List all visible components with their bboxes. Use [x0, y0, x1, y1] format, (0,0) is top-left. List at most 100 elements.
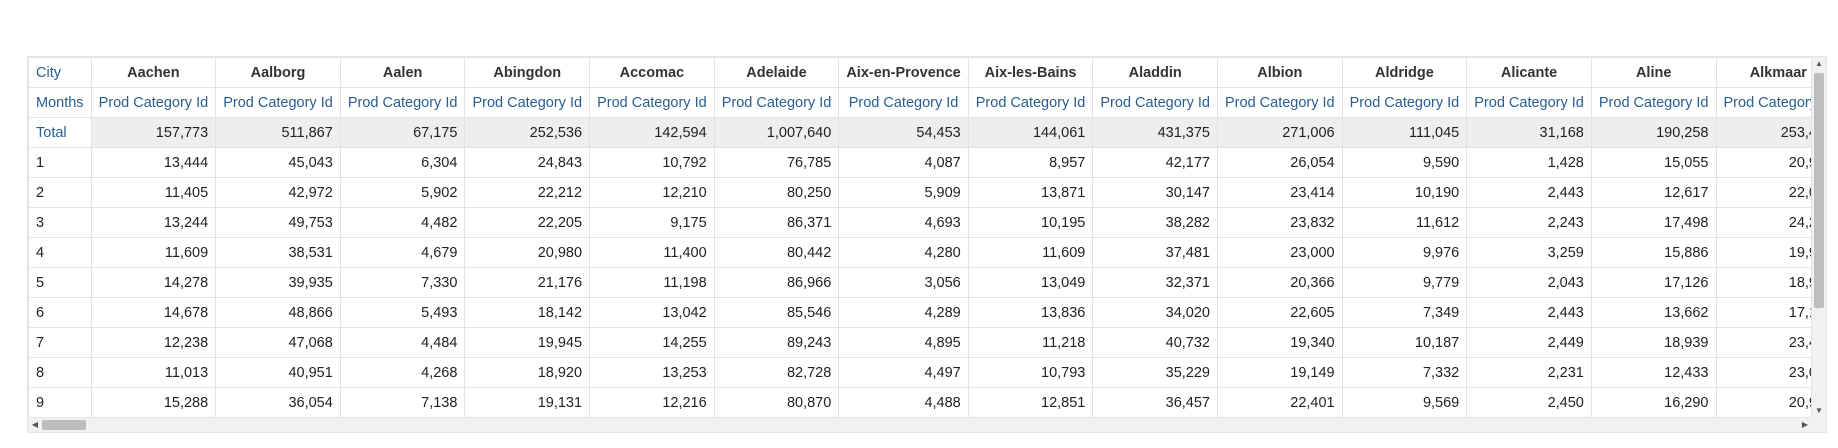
horizontal-scroll-thumb[interactable] — [42, 420, 86, 430]
vertical-scroll-thumb[interactable] — [1814, 73, 1824, 308]
value-cell[interactable]: 16,290 — [1590, 387, 1717, 418]
value-cell[interactable]: 10,793 — [967, 357, 1094, 388]
value-cell[interactable]: 23,832 — [1217, 207, 1343, 238]
value-cell[interactable]: 80,870 — [713, 387, 840, 418]
value-cell[interactable]: 12,210 — [589, 177, 715, 208]
value-cell[interactable]: 38,282 — [1092, 207, 1218, 238]
value-cell[interactable]: 4,488 — [838, 387, 969, 418]
value-cell[interactable]: 17,498 — [1590, 207, 1717, 238]
value-cell[interactable]: 2,043 — [1466, 267, 1592, 298]
value-cell[interactable]: 19,131 — [464, 387, 591, 418]
value-cell[interactable]: 89,243 — [713, 327, 840, 358]
scroll-down-arrow-icon[interactable]: ▼ — [1815, 406, 1823, 415]
city-column-header[interactable]: Albion — [1217, 57, 1343, 88]
value-cell[interactable]: 252,536 — [464, 117, 591, 148]
value-cell[interactable]: 30,147 — [1092, 177, 1218, 208]
value-cell[interactable]: 35,229 — [1092, 357, 1218, 388]
city-axis-label[interactable]: City — [28, 57, 92, 88]
month-row-label[interactable]: 2 — [28, 177, 92, 208]
value-cell[interactable]: 4,484 — [339, 327, 466, 358]
total-row-label[interactable]: Total — [28, 117, 92, 148]
value-cell[interactable]: 86,371 — [713, 207, 840, 238]
value-cell[interactable]: 82,728 — [713, 357, 840, 388]
value-cell[interactable]: 142,594 — [589, 117, 715, 148]
value-cell[interactable]: 13,244 — [90, 207, 217, 238]
value-cell[interactable]: 2,443 — [1466, 297, 1592, 328]
value-cell[interactable]: 19,149 — [1217, 357, 1343, 388]
value-cell[interactable]: 23,420 — [1715, 327, 1812, 358]
value-cell[interactable]: 19,948 — [1715, 237, 1812, 268]
value-cell[interactable]: 253,486 — [1715, 117, 1812, 148]
value-cell[interactable]: 5,493 — [339, 297, 466, 328]
value-cell[interactable]: 9,590 — [1341, 147, 1468, 178]
value-cell[interactable]: 23,000 — [1217, 237, 1343, 268]
city-column-header[interactable]: Aalborg — [215, 57, 341, 88]
value-cell[interactable]: 24,843 — [464, 147, 591, 178]
value-cell[interactable]: 14,678 — [90, 297, 217, 328]
city-column-header[interactable]: Alicante — [1466, 57, 1592, 88]
months-axis-label[interactable]: Months — [28, 87, 92, 118]
value-cell[interactable]: 3,259 — [1466, 237, 1592, 268]
value-cell[interactable]: 10,190 — [1341, 177, 1468, 208]
value-cell[interactable]: 18,929 — [1715, 267, 1812, 298]
measure-column-header[interactable]: Prod Category Id — [90, 87, 217, 118]
value-cell[interactable]: 4,693 — [838, 207, 969, 238]
value-cell[interactable]: 6,304 — [339, 147, 466, 178]
value-cell[interactable]: 26,054 — [1217, 147, 1343, 178]
value-cell[interactable]: 14,255 — [589, 327, 715, 358]
value-cell[interactable]: 1,428 — [1466, 147, 1592, 178]
scroll-left-arrow-icon[interactable]: ◀ — [31, 420, 39, 429]
measure-column-header[interactable]: Prod Category Id — [589, 87, 715, 118]
city-column-header[interactable]: Aachen — [90, 57, 217, 88]
value-cell[interactable]: 31,168 — [1466, 117, 1592, 148]
value-cell[interactable]: 32,371 — [1092, 267, 1218, 298]
measure-column-header[interactable]: Prod Category Id — [215, 87, 341, 118]
month-row-label[interactable]: 6 — [28, 297, 92, 328]
measure-column-header[interactable]: Prod Category Id — [1715, 87, 1812, 118]
value-cell[interactable]: 49,753 — [215, 207, 341, 238]
value-cell[interactable]: 13,836 — [967, 297, 1094, 328]
value-cell[interactable]: 10,195 — [967, 207, 1094, 238]
value-cell[interactable]: 11,405 — [90, 177, 217, 208]
value-cell[interactable]: 36,457 — [1092, 387, 1218, 418]
measure-column-header[interactable]: Prod Category Id — [838, 87, 969, 118]
value-cell[interactable]: 11,218 — [967, 327, 1094, 358]
value-cell[interactable]: 4,482 — [339, 207, 466, 238]
value-cell[interactable]: 12,617 — [1590, 177, 1717, 208]
value-cell[interactable]: 17,109 — [1715, 297, 1812, 328]
city-column-header[interactable]: Adelaide — [713, 57, 840, 88]
value-cell[interactable]: 76,785 — [713, 147, 840, 178]
measure-column-header[interactable]: Prod Category Id — [967, 87, 1094, 118]
city-column-header[interactable]: Aix-les-Bains — [967, 57, 1094, 88]
value-cell[interactable]: 22,205 — [464, 207, 591, 238]
month-row-label[interactable]: 7 — [28, 327, 92, 358]
measure-column-header[interactable]: Prod Category Id — [1092, 87, 1218, 118]
value-cell[interactable]: 9,569 — [1341, 387, 1468, 418]
value-cell[interactable]: 3,056 — [838, 267, 969, 298]
value-cell[interactable]: 11,609 — [967, 237, 1094, 268]
value-cell[interactable]: 22,012 — [1715, 177, 1812, 208]
value-cell[interactable]: 13,042 — [589, 297, 715, 328]
value-cell[interactable]: 12,238 — [90, 327, 217, 358]
value-cell[interactable]: 4,895 — [838, 327, 969, 358]
city-column-header[interactable]: Accomac — [589, 57, 715, 88]
city-column-header[interactable]: Aline — [1590, 57, 1717, 88]
city-column-header[interactable]: Aix-en-Provence — [838, 57, 969, 88]
value-cell[interactable]: 21,176 — [464, 267, 591, 298]
value-cell[interactable]: 48,866 — [215, 297, 341, 328]
value-cell[interactable]: 13,049 — [967, 267, 1094, 298]
value-cell[interactable]: 80,250 — [713, 177, 840, 208]
value-cell[interactable]: 54,453 — [838, 117, 969, 148]
measure-column-header[interactable]: Prod Category Id — [1590, 87, 1717, 118]
value-cell[interactable]: 11,013 — [90, 357, 217, 388]
measure-column-header[interactable]: Prod Category Id — [713, 87, 840, 118]
value-cell[interactable]: 86,966 — [713, 267, 840, 298]
pivot-scroll-area[interactable]: City Aachen Aalborg Aalen Abingdon Accomac Ad… — [28, 57, 1812, 418]
value-cell[interactable]: 85,546 — [713, 297, 840, 328]
value-cell[interactable]: 13,662 — [1590, 297, 1717, 328]
value-cell[interactable]: 12,851 — [967, 387, 1094, 418]
value-cell[interactable]: 37,481 — [1092, 237, 1218, 268]
value-cell[interactable]: 19,340 — [1217, 327, 1343, 358]
value-cell[interactable]: 14,278 — [90, 267, 217, 298]
value-cell[interactable]: 10,187 — [1341, 327, 1468, 358]
